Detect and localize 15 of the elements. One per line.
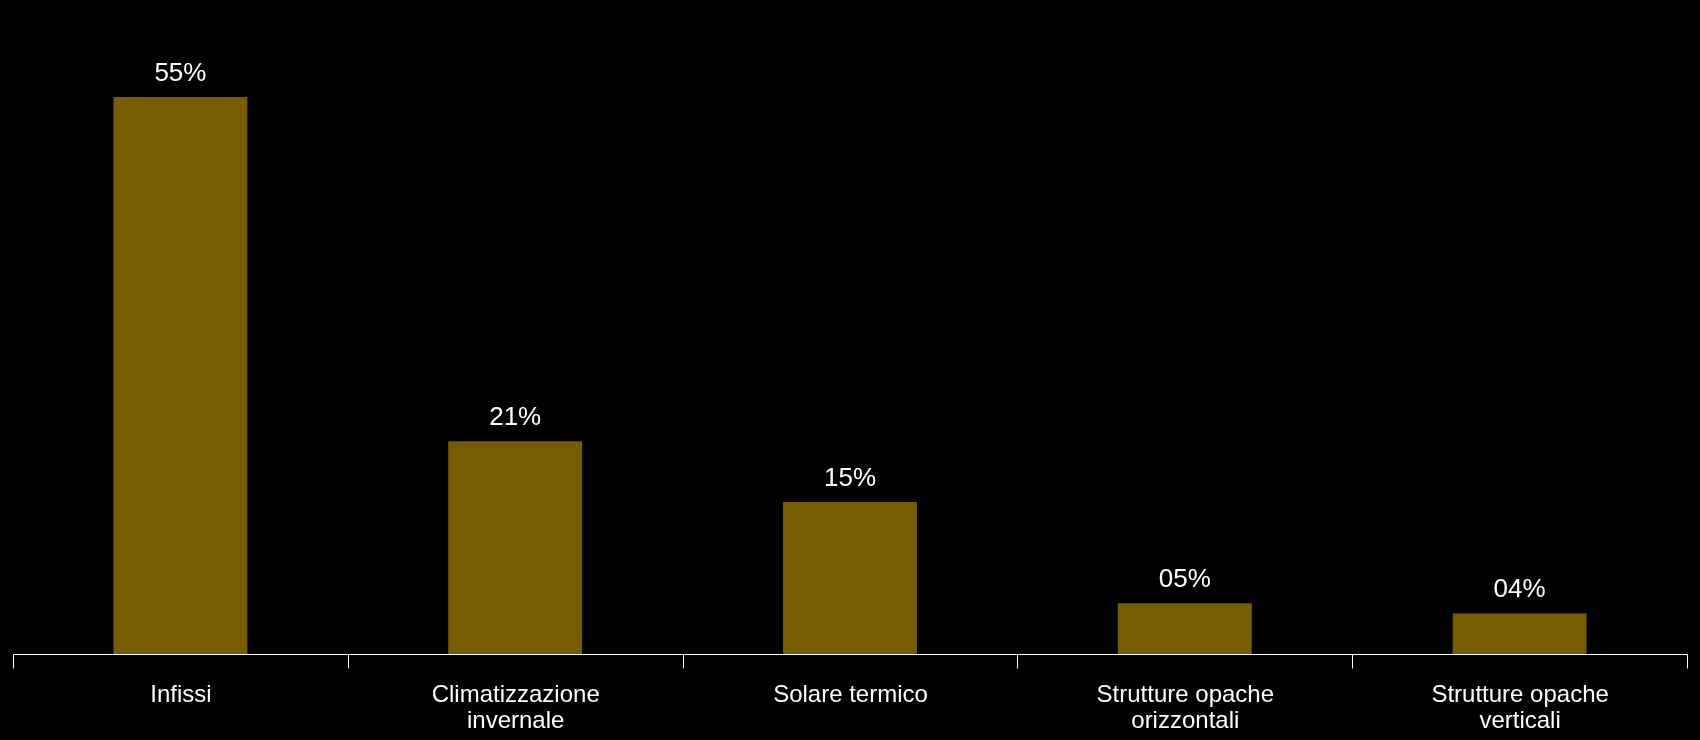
bar [783, 502, 917, 654]
bar [1452, 613, 1587, 654]
data-label: 55% [154, 57, 207, 87]
data-label: 04% [1493, 573, 1546, 604]
x-tick-label: Climatizzazione invernale [431, 679, 600, 733]
data-label: 15% [823, 462, 877, 493]
x-tick-label: Strutture opache verticali [1431, 679, 1609, 733]
data-label: 21% [489, 401, 542, 432]
x-tick-label: Strutture opache orizzontali [1096, 679, 1275, 733]
bar [448, 441, 583, 654]
x-tick-label: Infissi [150, 679, 212, 707]
x-tick-label: Solare termico [773, 679, 928, 707]
bar [113, 97, 248, 654]
data-label: 05% [1158, 563, 1211, 594]
bar [1117, 603, 1252, 654]
